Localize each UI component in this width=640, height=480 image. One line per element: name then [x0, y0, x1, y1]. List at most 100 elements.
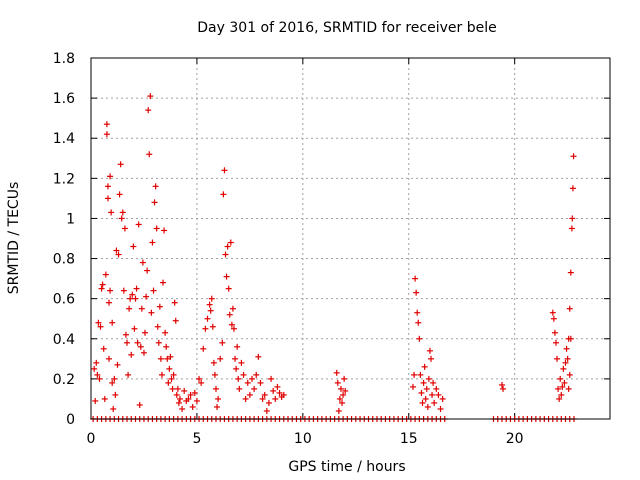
data-point: [110, 405, 117, 412]
y-tick-label: 1.4: [53, 131, 75, 147]
data-point: [423, 385, 430, 392]
data-point: [117, 161, 124, 168]
data-point: [181, 387, 188, 394]
data-point: [560, 365, 567, 372]
data-point: [567, 335, 574, 342]
x-tick-label: 5: [192, 431, 201, 447]
x-tick-label: 20: [506, 431, 524, 447]
data-point: [280, 391, 287, 398]
data-point: [129, 291, 136, 298]
data-point: [124, 339, 131, 346]
data-point: [569, 185, 576, 192]
data-point: [139, 259, 146, 266]
x-tick-label: 0: [87, 431, 96, 447]
data-point: [215, 395, 222, 402]
data-point: [221, 167, 228, 174]
data-point: [116, 191, 123, 198]
data-point: [566, 305, 573, 312]
data-point: [222, 251, 229, 258]
data-point: [554, 355, 561, 362]
data-point: [417, 371, 424, 378]
y-tick-label: 1: [66, 211, 75, 227]
data-point: [564, 355, 571, 362]
data-point: [196, 375, 203, 382]
x-axis-label: GPS time / hours: [288, 459, 405, 475]
data-point: [567, 269, 574, 276]
chart-title: Day 301 of 2016, SRMTID for receiver bel…: [197, 20, 496, 36]
data-point: [143, 293, 150, 300]
data-point: [103, 131, 110, 138]
data-point: [562, 359, 569, 366]
data-point: [240, 371, 247, 378]
data-point: [418, 389, 425, 396]
data-point: [210, 359, 217, 366]
data-point: [114, 361, 121, 368]
data-point: [91, 365, 98, 372]
data-point: [109, 319, 116, 326]
data-point: [211, 371, 218, 378]
data-point: [115, 251, 122, 258]
data-point: [164, 355, 171, 362]
y-axis-label: SRMTID / TECUs: [6, 182, 22, 295]
data-point: [433, 385, 440, 392]
data-point: [257, 379, 264, 386]
data-point: [134, 339, 141, 346]
data-point: [244, 379, 251, 386]
data-point: [198, 379, 205, 386]
data-point: [270, 387, 277, 394]
data-point: [173, 391, 180, 398]
data-point: [189, 403, 196, 410]
data-point: [204, 315, 211, 322]
data-point: [246, 391, 253, 398]
data-point: [131, 325, 138, 332]
data-point: [421, 363, 428, 370]
axis-ticks: 0 0.2 0.4 0.6 0.8 1 1.2 1.4 1.6 1.8 0 5 10 15 20: [53, 51, 610, 447]
data-point: [342, 387, 349, 394]
data-point: [163, 343, 170, 350]
data-point: [155, 339, 162, 346]
data-point: [128, 351, 135, 358]
grid: [91, 58, 610, 419]
data-point: [226, 311, 233, 318]
data-point: [420, 379, 427, 386]
data-point: [340, 391, 347, 398]
data-point: [558, 391, 565, 398]
data-point: [248, 375, 255, 382]
data-point: [138, 305, 145, 312]
data-point: [268, 375, 275, 382]
data-point: [100, 345, 107, 352]
data-point: [228, 321, 235, 328]
data-point: [140, 349, 147, 356]
data-point: [185, 395, 192, 402]
data-point: [127, 295, 134, 302]
data-point: [431, 399, 438, 406]
data-point: [174, 385, 181, 392]
data-point: [551, 329, 558, 336]
data-point: [148, 309, 155, 316]
data-point: [191, 389, 198, 396]
data-point: [179, 405, 186, 412]
data-point: [412, 275, 419, 282]
data-point: [150, 287, 157, 294]
data-point: [96, 375, 103, 382]
data-point: [339, 399, 346, 406]
data-point: [200, 345, 207, 352]
data-point: [209, 323, 216, 330]
data-point: [259, 395, 266, 402]
data-point: [121, 225, 128, 232]
data-point: [161, 227, 168, 234]
data-point: [566, 371, 573, 378]
data-point: [409, 383, 416, 390]
data-point: [565, 385, 572, 392]
data-point: [549, 309, 556, 316]
data-point: [152, 183, 159, 190]
data-point: [238, 359, 245, 366]
data-point: [229, 305, 236, 312]
data-point: [336, 395, 343, 402]
y-tick-label: 0: [66, 412, 75, 428]
data-point: [107, 287, 114, 294]
data-point: [411, 371, 418, 378]
data-point: [429, 391, 436, 398]
data-point: [137, 343, 144, 350]
